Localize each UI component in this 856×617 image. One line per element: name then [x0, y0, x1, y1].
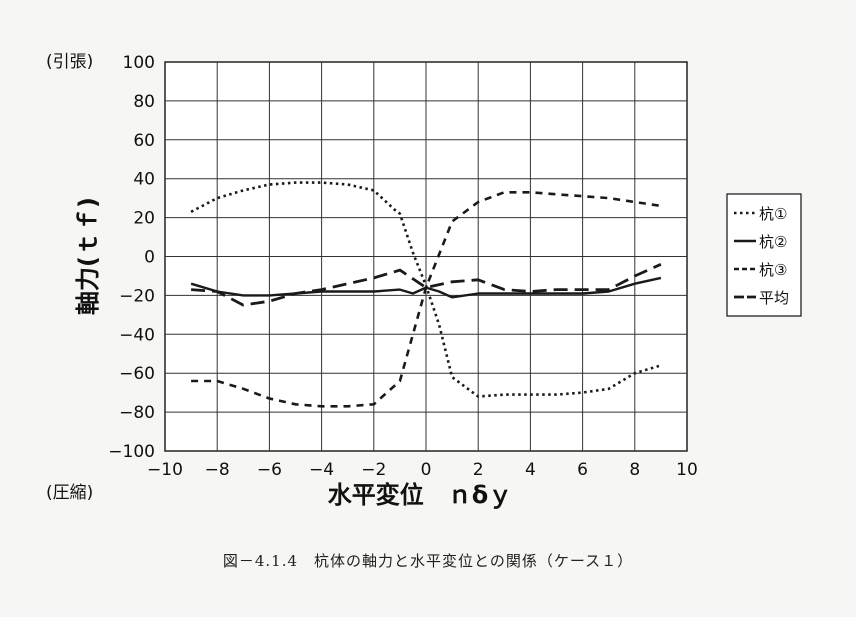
tick-labels: −10 −8 −6 −4 −2 0 2 4 6 8 10100806040200−20−40−60−…: [108, 53, 698, 480]
series-line-4: [190, 263, 662, 307]
x-tick-label: −6: [257, 460, 282, 480]
x-tick-label: 0: [421, 460, 432, 480]
y-tick-label: 40: [133, 170, 155, 190]
x-tick-label: −8: [205, 460, 230, 480]
figure-caption: 図－4.1.4 杭体の軸力と水平変位との関係（ケース１）: [223, 552, 633, 570]
y-axis-title: 軸力(ｔｆ): [74, 197, 102, 315]
y-tick-label: −40: [119, 325, 155, 345]
x-tick-label: 6: [577, 460, 588, 480]
y-axis-top-note: (引張): [46, 52, 93, 72]
series-lines: [190, 181, 662, 408]
y-tick-label: −20: [119, 286, 155, 306]
y-tick-label: −60: [119, 364, 155, 384]
series-line-3: [191, 191, 662, 408]
y-axis-bottom-note: (圧縮): [46, 483, 93, 503]
x-axis-title: 水平変位 ｎδｙ: [328, 481, 513, 510]
legend-entry: 杭②: [759, 233, 787, 251]
grid: [165, 62, 687, 451]
x-tick-label: 8: [629, 460, 640, 480]
x-tick-label: −2: [361, 460, 386, 480]
y-tick-label: 20: [133, 209, 155, 229]
x-tick-label: −10: [147, 460, 183, 480]
legend-entry: 杭①: [759, 205, 787, 223]
x-tick-label: −4: [309, 460, 334, 480]
series-line-1: [190, 181, 662, 398]
y-tick-label: −80: [119, 403, 155, 423]
y-tick-label: 60: [133, 131, 155, 151]
y-tick-label: 80: [133, 92, 155, 112]
y-tick-label: −100: [108, 442, 155, 462]
y-tick-label: 100: [123, 53, 155, 73]
legend: 杭① 杭② 杭③ 平均: [726, 193, 802, 317]
legend-entry: 平均: [759, 289, 789, 307]
y-tick-label: 0: [144, 248, 155, 268]
legend-entry: 杭③: [759, 261, 787, 279]
x-tick-label: 10: [676, 460, 698, 480]
x-tick-label: 4: [525, 460, 536, 480]
x-tick-label: 2: [473, 460, 484, 480]
